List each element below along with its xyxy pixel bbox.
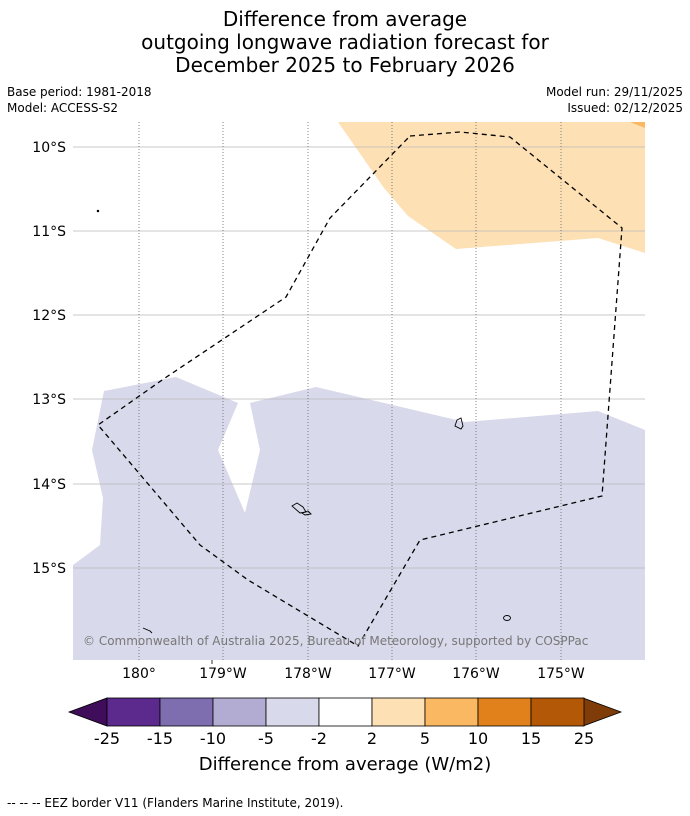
lon-label: 178°W	[284, 666, 332, 682]
colorbar-low-arrow	[67, 697, 108, 727]
lat-label: 11°S	[32, 224, 66, 240]
longitude-labels: 180° 179°W 178°W 177°W 176°W 175°W	[122, 666, 585, 682]
colorbar-tick-label: -5	[258, 729, 274, 748]
eez-border	[97, 131, 623, 647]
colorbar-tick-label: 15	[521, 729, 541, 748]
title-line-3: December 2025 to February 2026	[175, 53, 515, 77]
colorbar-high-arrow	[582, 697, 623, 727]
colorbar-segment	[106, 697, 161, 727]
map-plot-area: © Commonwealth of Australia 2025, Bureau…	[73, 122, 645, 660]
lat-label: 13°S	[32, 392, 66, 408]
island-d	[503, 615, 511, 621]
lon-label: 175°W	[537, 666, 585, 682]
colorbar-tick-label: -10	[200, 729, 226, 748]
colorbar-segment	[212, 697, 267, 727]
colorbar-tick-label: -25	[94, 729, 120, 748]
positive-anomaly-corner	[630, 122, 645, 128]
base-period: Base period: 1981-2018	[7, 85, 152, 99]
island-b	[291, 502, 307, 514]
title-line-1: Difference from average	[222, 7, 468, 31]
island-c	[300, 510, 312, 516]
colorbar-segment	[159, 697, 214, 727]
islands	[96, 209, 511, 634]
lat-label: 15°S	[32, 561, 66, 577]
metadata-right: Model run: 29/11/2025 Issued: 02/12/2025	[546, 84, 683, 116]
colorbar-tick-label: -15	[147, 729, 173, 748]
colorbar-tick-label: 10	[468, 729, 488, 748]
colorbar-segment	[265, 697, 320, 727]
issued-date: Issued: 02/12/2025	[567, 101, 683, 115]
colorbar-tick-label: 2	[367, 729, 377, 748]
eez-legend: -- -- -- EEZ border V11 (Flanders Marine…	[7, 796, 344, 810]
island-a	[454, 417, 464, 430]
lat-label: 12°S	[32, 308, 66, 324]
chart-title: Difference from average outgoing longwav…	[0, 8, 690, 77]
latitude-gridlines	[73, 146, 645, 569]
island-e	[142, 627, 153, 634]
metadata-left: Base period: 1981-2018 Model: ACCESS-S2	[7, 84, 152, 116]
negative-anomaly-region	[73, 377, 645, 660]
colorbar-tick-label: 5	[420, 729, 430, 748]
colorbar-tick-label: 25	[574, 729, 594, 748]
lon-label: 179°W	[199, 666, 247, 682]
lat-label: 10°S	[32, 140, 66, 156]
colorbar: -25 -15 -10 -5 -2 2 5 10 15 25	[67, 697, 623, 748]
lon-label: 180°	[122, 666, 156, 682]
positive-anomaly-region	[338, 122, 645, 253]
colorbar-label: Difference from average (W/m2)	[199, 754, 491, 775]
lat-label: 14°S	[32, 477, 66, 493]
island-f	[96, 209, 100, 213]
colorbar-segment	[371, 697, 426, 727]
colorbar-segment	[424, 697, 479, 727]
colorbar-tick-label: -2	[311, 729, 327, 748]
copyright-text: © Commonwealth of Australia 2025, Bureau…	[83, 634, 588, 648]
colorbar-segment	[318, 697, 373, 727]
colorbar-segment	[477, 697, 532, 727]
title-line-2: outgoing longwave radiation forecast for	[141, 30, 549, 54]
latitude-labels: 10°S 11°S 12°S 13°S 14°S 15°S	[32, 140, 66, 577]
lon-label: 176°W	[452, 666, 500, 682]
model-name: Model: ACCESS-S2	[7, 101, 119, 115]
colorbar-segment	[530, 697, 585, 727]
model-run: Model run: 29/11/2025	[545, 85, 683, 99]
lon-label: 177°W	[368, 666, 416, 682]
